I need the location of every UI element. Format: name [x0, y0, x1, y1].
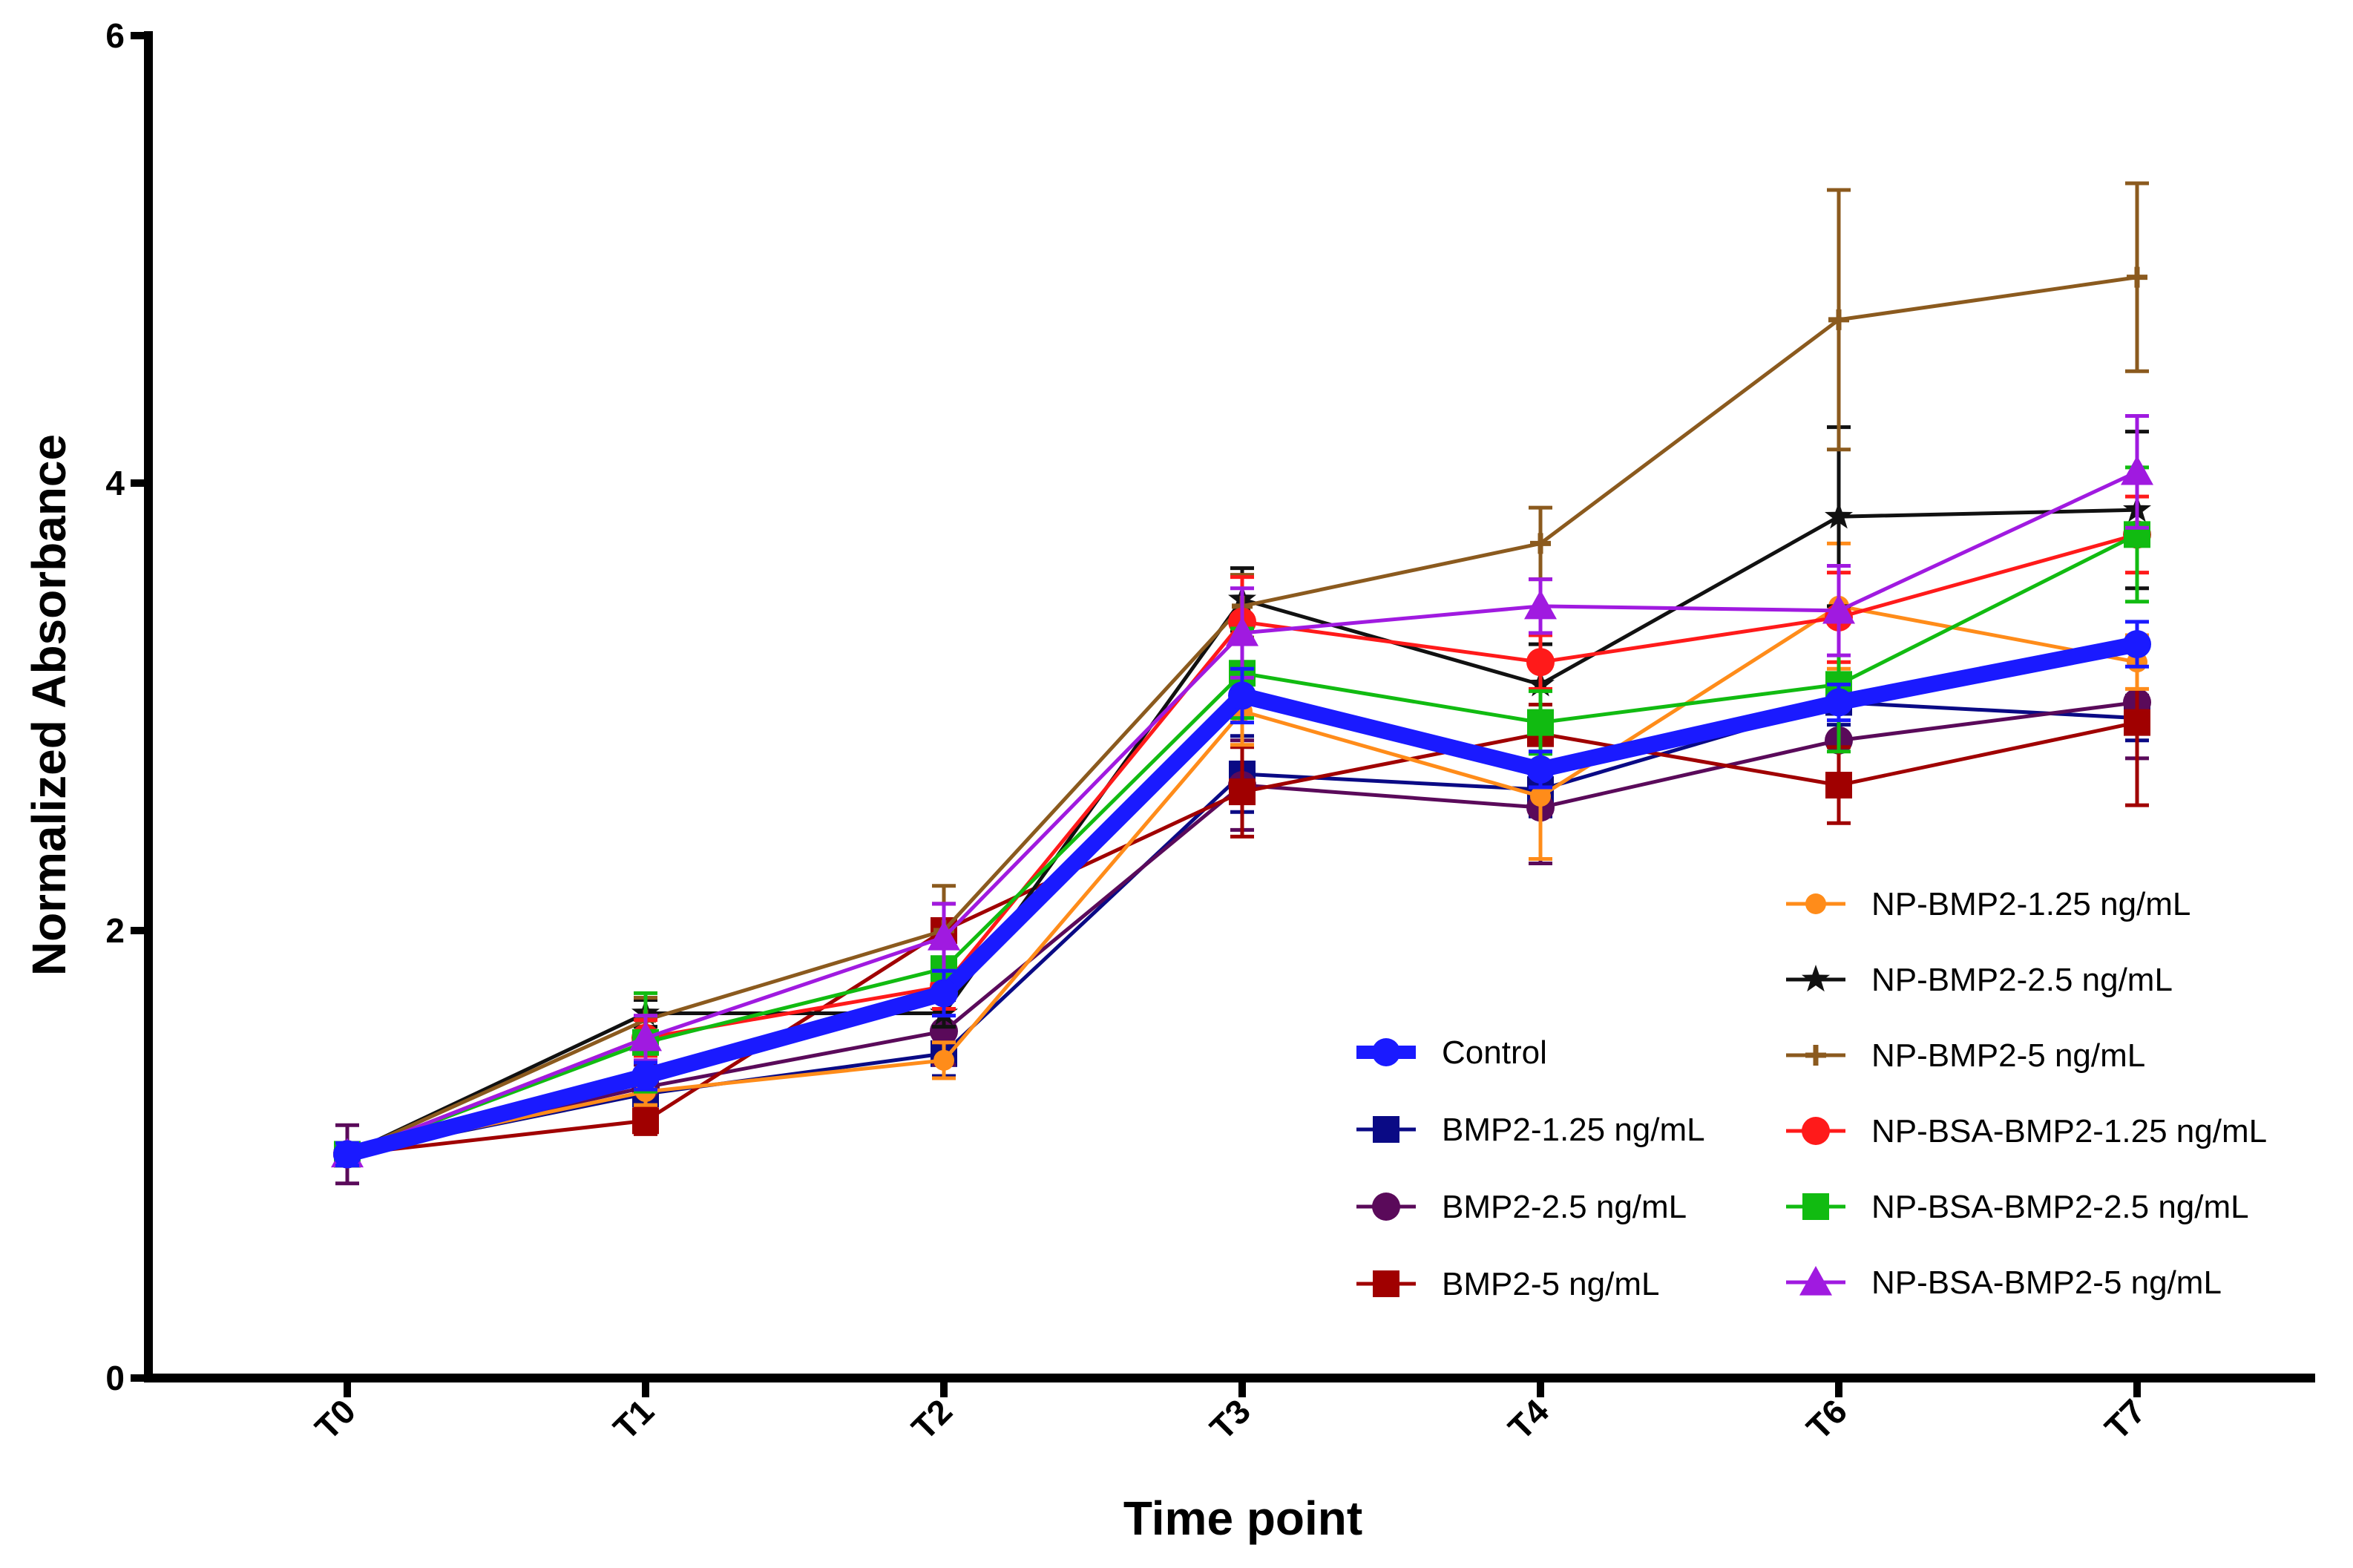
data-point	[1825, 688, 1853, 717]
data-point	[631, 1061, 660, 1090]
legend-label: NP-BSA-BMP2-2.5 ng/mL	[1871, 1189, 2249, 1225]
data-point	[1825, 772, 1852, 799]
data-point	[1828, 309, 1849, 330]
legend-marker	[1372, 1038, 1400, 1066]
x-tick-label: T6	[1799, 1391, 1854, 1447]
legend-marker	[1372, 1193, 1400, 1221]
legend-label: BMP2-2.5 ng/mL	[1442, 1189, 1687, 1225]
data-point	[1229, 778, 1256, 806]
legend-item-np-bsa-bmp2-5-ng-ml: NP-BSA-BMP2-5 ng/mL	[1786, 1264, 2222, 1301]
x-tick-label: T0	[307, 1391, 363, 1447]
data-point	[1825, 502, 1853, 529]
data-point	[2127, 266, 2147, 288]
x-tick-label: T2	[904, 1391, 959, 1447]
legend-label: NP-BMP2-1.25 ng/mL	[1871, 886, 2190, 922]
data-point	[629, 1021, 662, 1052]
legend-item-np-bsa-bmp2-2-5-ng-ml: NP-BSA-BMP2-2.5 ng/mL	[1786, 1189, 2249, 1225]
data-point	[632, 1107, 659, 1135]
legend-marker	[1373, 1116, 1399, 1143]
legend-marker	[1802, 1193, 1829, 1220]
legend-label: NP-BMP2-2.5 ng/mL	[1871, 962, 2173, 998]
data-point	[333, 1140, 361, 1169]
data-point	[1226, 617, 1258, 646]
data-point	[2123, 630, 2151, 659]
x-tick-label: T3	[1202, 1391, 1258, 1447]
y-tick-label: 2	[105, 911, 125, 950]
x-tick-label: T1	[606, 1391, 661, 1447]
data-point	[1530, 533, 1551, 554]
legend-marker	[1805, 893, 1826, 914]
legend: Control BMP2-1.25 ng/mL BMP2-2.5 ng/mL BMP2…	[1356, 886, 2267, 1302]
legend-marker	[1802, 1117, 1830, 1145]
series-np-bsa-bmp2-5-ng-ml	[331, 414, 2153, 1168]
legend-marker	[1805, 1045, 1826, 1066]
y-tick-label: 0	[105, 1359, 125, 1397]
legend-marker	[1802, 965, 1830, 992]
data-point	[930, 1017, 958, 1046]
legend-item-np-bmp2-5-ng-ml: NP-BMP2-5 ng/mL	[1786, 1037, 2145, 1074]
data-point	[1228, 681, 1256, 710]
legend-item-np-bsa-bmp2-1-25-ng-ml: NP-BSA-BMP2-1.25 ng/mL	[1786, 1113, 2267, 1149]
data-point	[933, 1049, 954, 1071]
data-point	[1526, 648, 1555, 677]
y-tick-label: 4	[105, 464, 125, 502]
legend-item-np-bmp2-1-25-ng-ml: NP-BMP2-1.25 ng/mL	[1786, 886, 2190, 922]
series-layer	[331, 181, 2153, 1186]
data-point	[1527, 709, 1554, 736]
x-tick-label: T7	[2097, 1391, 2153, 1447]
data-point	[2121, 455, 2153, 485]
legend-label: Control	[1442, 1034, 1547, 1071]
data-point	[1524, 589, 1557, 620]
legend-label: NP-BSA-BMP2-1.25 ng/mL	[1871, 1113, 2267, 1149]
legend-item-bmp2-1-25-ng-ml: BMP2-1.25 ng/mL	[1356, 1112, 1705, 1148]
x-axis-title: Time point	[1123, 1492, 1362, 1545]
legend-item-np-bmp2-2-5-ng-ml: NP-BMP2-2.5 ng/mL	[1786, 962, 2173, 998]
legend-marker	[1373, 1270, 1399, 1297]
legend-label: BMP2-5 ng/mL	[1442, 1266, 1659, 1302]
legend-label: BMP2-1.25 ng/mL	[1442, 1112, 1705, 1148]
x-tick-label: T4	[1500, 1391, 1556, 1447]
legend-label: NP-BMP2-5 ng/mL	[1871, 1037, 2145, 1074]
data-point	[1530, 786, 1551, 807]
legend-item-bmp2-5-ng-ml: BMP2-5 ng/mL	[1356, 1266, 1659, 1302]
series-control	[333, 620, 2151, 1169]
y-axis-title: Normalized Absorbance	[22, 434, 76, 976]
data-point	[1822, 594, 1855, 624]
data-point	[928, 921, 960, 951]
data-point	[1526, 755, 1555, 784]
legend-marker	[1799, 1266, 1832, 1296]
legend-item-control: Control	[1356, 1034, 1547, 1071]
data-point	[2124, 709, 2150, 736]
legend-label: NP-BSA-BMP2-5 ng/mL	[1871, 1264, 2222, 1301]
y-tick-label: 6	[105, 16, 125, 55]
axes-layer	[144, 31, 2315, 1382]
data-point	[930, 979, 958, 1008]
legend-item-bmp2-2-5-ng-ml: BMP2-2.5 ng/mL	[1356, 1189, 1687, 1225]
